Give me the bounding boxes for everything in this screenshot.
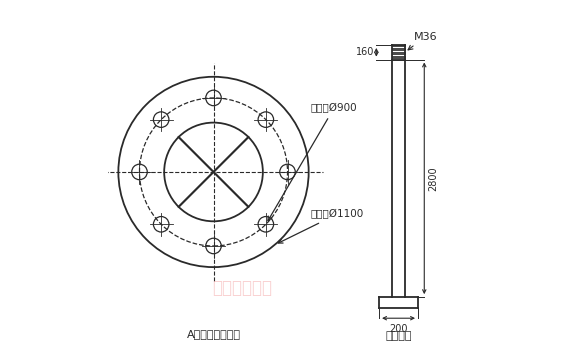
Text: 2800: 2800	[428, 166, 438, 190]
Text: 安装距Ø900: 安装距Ø900	[268, 103, 357, 221]
Text: 地脚螺栓: 地脚螺栓	[385, 331, 412, 341]
Text: 200: 200	[389, 324, 408, 334]
Text: 法兰盘Ø1100: 法兰盘Ø1100	[278, 209, 364, 243]
Text: 东菞七度照明: 东菞七度照明	[212, 279, 272, 297]
Text: 160: 160	[356, 47, 374, 57]
Text: M36: M36	[408, 32, 437, 50]
Text: A、法兰盘示意图: A、法兰盘示意图	[186, 329, 240, 339]
